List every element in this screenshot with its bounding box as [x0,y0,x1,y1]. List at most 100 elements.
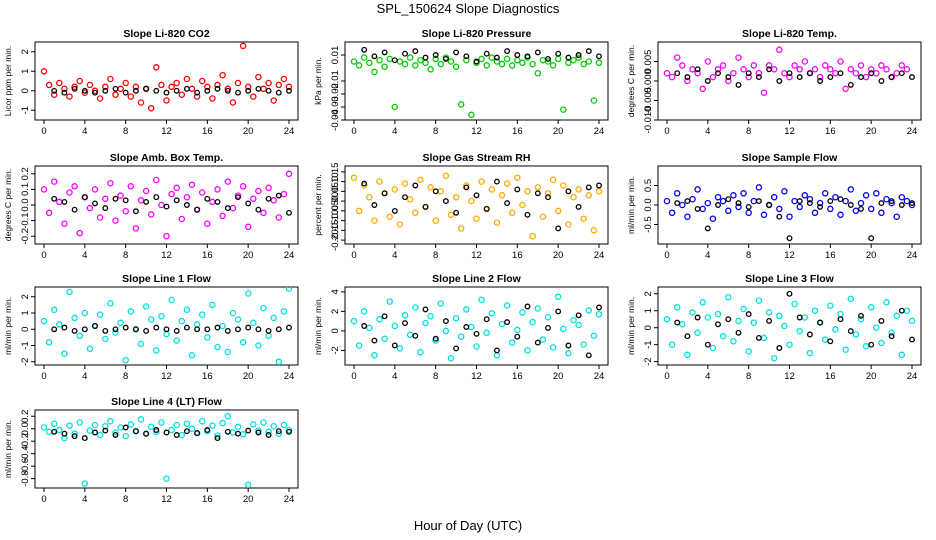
highlight-point [391,342,398,349]
panel-title: Slope Line 1 Flow [122,273,212,285]
highlight-point [766,66,773,73]
data-point [560,106,567,113]
data-point [730,69,737,77]
highlight-point [694,205,701,212]
data-point [442,327,450,335]
highlight-point [245,427,252,434]
data-point [71,183,78,190]
highlight-point [725,196,732,203]
highlight-point [61,430,68,437]
data-point [447,58,455,65]
data-point [96,95,104,102]
data-point [903,197,911,205]
data-point [765,62,773,69]
data-point [219,419,226,427]
data-point [781,188,788,195]
highlight-point [837,316,844,323]
highlight-point [371,202,378,208]
highlight-point [194,430,201,437]
data-point [806,349,814,357]
y-axis-label: degrees C per min. [3,169,13,241]
highlight-point [575,312,582,319]
data-point [422,59,429,67]
data-point [386,213,393,220]
highlight-point [463,184,470,191]
data-point [503,302,511,309]
highlight-point [71,433,78,440]
data-point [709,73,717,81]
y-tick-label: 0 [20,327,31,332]
data-point [127,421,135,428]
data-point [229,99,237,106]
highlight-point [224,205,231,212]
x-tick-label: 20 [553,250,564,261]
highlight-point [715,321,721,328]
data-point [847,186,855,193]
figure-title: SPL_150624 Slope Diagnostics [377,1,560,16]
data-point [250,93,257,100]
highlight-point [204,87,211,94]
data-point [45,209,53,217]
data-point [468,323,475,331]
highlight-point [71,327,78,334]
data-point [178,91,186,98]
highlight-point [132,87,139,94]
data-point [163,330,170,338]
data-point [514,326,521,334]
data-points [663,46,915,96]
data-point [852,69,860,77]
highlight-point [51,428,58,435]
highlight-point [245,87,252,94]
highlight-point [545,324,551,331]
highlight-point [402,50,408,57]
data-point [565,221,572,228]
plot-frame [34,286,299,366]
highlight-point [361,180,368,187]
y-tick-label: -0.15 [330,220,341,242]
highlight-point [194,326,201,333]
data-point [847,295,855,303]
data-point [725,293,732,301]
data-point [112,329,119,336]
highlight-point [514,333,521,340]
highlight-point [463,324,470,330]
panel-title: Slope Li-820 CO2 [123,28,210,40]
data-point [903,307,911,314]
data-point [816,199,824,207]
data-point [534,184,542,191]
data-point [432,55,439,63]
highlight-point [806,331,813,338]
data-point [107,300,114,307]
highlight-point [555,225,562,232]
data-point [229,309,237,317]
panel-6: Slope Sample Flow 0 4 8 12 16 20 24 -0.5 0.0 0.5 ml… [626,152,922,261]
data-point [478,55,485,63]
data-point [71,314,78,322]
highlight-point [204,326,211,333]
data-point [396,221,404,228]
data-point [452,193,460,201]
x-tick-label: 12 [161,371,172,382]
data-point [178,215,186,223]
highlight-point [596,53,602,60]
x-tick-label: 24 [907,126,918,137]
data-point [565,59,572,67]
highlight-point [412,48,419,55]
highlight-point [286,209,292,216]
highlight-point [555,308,562,315]
data-point [168,296,175,304]
highlight-point [163,89,170,96]
data-point [45,339,53,346]
highlight-point [245,200,252,207]
x-tick-label: 12 [161,250,172,261]
data-point [801,192,809,199]
highlight-point [214,435,221,442]
x-tick-label: 24 [284,250,295,261]
data-point [102,335,109,343]
data-point [275,214,283,221]
data-point [714,310,722,318]
highlight-point [817,78,824,84]
data-point [91,186,99,193]
